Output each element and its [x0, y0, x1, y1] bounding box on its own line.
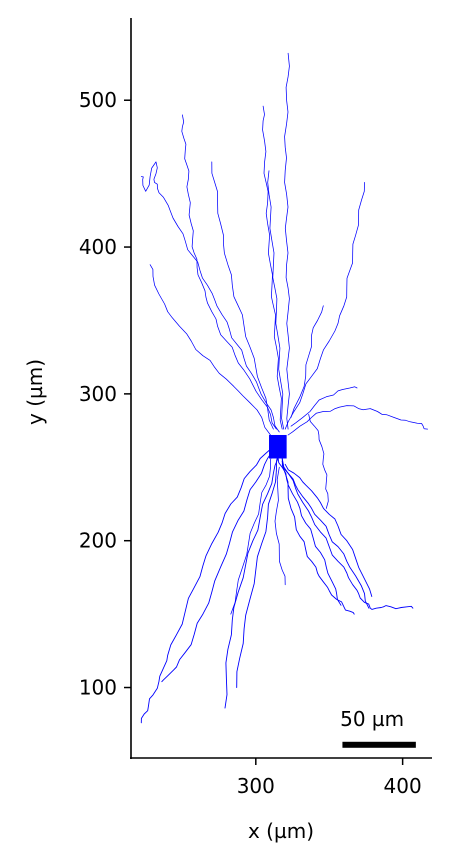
y-tick-label: 400 — [79, 235, 117, 259]
neurite-branch — [281, 460, 370, 609]
neurite-branch — [140, 161, 280, 433]
neurite-branch — [308, 414, 329, 509]
scale-bar: 50 µm — [340, 707, 416, 748]
neurite-branch — [284, 463, 373, 597]
neurite-branch — [290, 386, 358, 427]
neurite-branch — [140, 444, 276, 724]
neurite-branch — [236, 449, 280, 688]
neurite-branch — [281, 455, 355, 615]
y-tick-label: 300 — [79, 382, 117, 406]
soma — [269, 434, 287, 459]
axes — [130, 18, 432, 759]
neurite-branch — [284, 182, 365, 430]
y-tick-label: 500 — [79, 88, 117, 112]
neurites — [140, 52, 428, 724]
y-tick-label: 100 — [79, 676, 117, 700]
scale-bar-label: 50 µm — [340, 707, 404, 731]
neurite-branch — [290, 305, 324, 418]
neurite-branch — [211, 161, 274, 430]
neurite-branch — [161, 449, 274, 683]
neurite-branch — [281, 458, 414, 610]
y-tick-label: 200 — [79, 529, 117, 553]
neurite-branch — [224, 455, 280, 709]
neurite-branch — [267, 170, 285, 430]
x-tick-label: 300 — [237, 774, 275, 798]
x-axis-label: x (µm) — [248, 819, 314, 843]
neurite-branch — [149, 264, 271, 436]
y-axis-label: y (µm) — [23, 359, 47, 425]
neurite-branch — [230, 449, 274, 615]
neurite-branch — [262, 105, 283, 430]
neurite-branch — [287, 405, 428, 436]
scale-bar-line — [342, 741, 416, 748]
neurite-branch — [277, 455, 342, 606]
neurite-branch — [284, 52, 290, 430]
neurite-branch — [274, 466, 286, 586]
ticks: 300 400 100 200 300 400 500 — [79, 88, 422, 798]
x-tick-label: 400 — [384, 774, 422, 798]
neurite-branch — [181, 114, 277, 430]
